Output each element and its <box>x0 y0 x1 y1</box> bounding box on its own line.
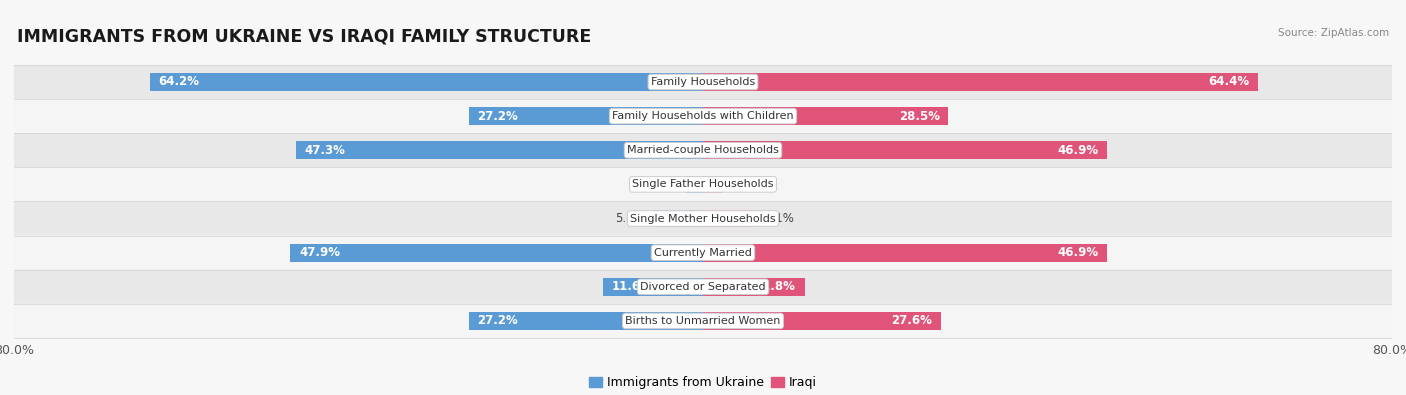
Bar <box>150 73 703 91</box>
Bar <box>703 312 941 330</box>
Text: 64.4%: 64.4% <box>1208 75 1249 88</box>
Bar <box>703 278 804 296</box>
Text: Divorced or Separated: Divorced or Separated <box>640 282 766 292</box>
Text: Source: ZipAtlas.com: Source: ZipAtlas.com <box>1278 28 1389 38</box>
FancyBboxPatch shape <box>0 235 1406 270</box>
Text: 47.9%: 47.9% <box>299 246 340 259</box>
Text: 11.6%: 11.6% <box>612 280 652 293</box>
Bar <box>703 175 721 193</box>
FancyBboxPatch shape <box>0 99 1406 133</box>
FancyBboxPatch shape <box>0 201 1406 235</box>
Bar <box>686 175 703 193</box>
Bar <box>652 210 703 228</box>
Bar <box>703 107 949 125</box>
Text: Married-couple Households: Married-couple Households <box>627 145 779 155</box>
Bar <box>703 73 1257 91</box>
Bar <box>468 107 703 125</box>
Text: Family Households: Family Households <box>651 77 755 87</box>
Bar <box>295 141 703 159</box>
Text: 2.0%: 2.0% <box>647 178 678 191</box>
Text: Births to Unmarried Women: Births to Unmarried Women <box>626 316 780 326</box>
Text: 27.6%: 27.6% <box>891 314 932 327</box>
Bar <box>291 244 703 261</box>
Text: 6.1%: 6.1% <box>763 212 794 225</box>
Bar <box>703 244 1107 261</box>
Text: Currently Married: Currently Married <box>654 248 752 258</box>
Text: 47.3%: 47.3% <box>304 144 344 157</box>
Text: 2.2%: 2.2% <box>731 178 761 191</box>
Bar <box>703 141 1107 159</box>
Bar <box>703 210 755 228</box>
Text: Family Households with Children: Family Households with Children <box>612 111 794 121</box>
FancyBboxPatch shape <box>0 167 1406 201</box>
FancyBboxPatch shape <box>0 65 1406 99</box>
Text: Single Father Households: Single Father Households <box>633 179 773 189</box>
Text: 28.5%: 28.5% <box>898 109 939 122</box>
Text: 64.2%: 64.2% <box>159 75 200 88</box>
Text: 46.9%: 46.9% <box>1057 246 1098 259</box>
FancyBboxPatch shape <box>0 304 1406 338</box>
Text: Single Mother Households: Single Mother Households <box>630 214 776 224</box>
Text: 11.8%: 11.8% <box>755 280 796 293</box>
Text: 5.8%: 5.8% <box>614 212 644 225</box>
Text: 27.2%: 27.2% <box>478 314 519 327</box>
Bar <box>603 278 703 296</box>
Legend: Immigrants from Ukraine, Iraqi: Immigrants from Ukraine, Iraqi <box>585 371 821 394</box>
FancyBboxPatch shape <box>0 133 1406 167</box>
FancyBboxPatch shape <box>0 270 1406 304</box>
Text: 46.9%: 46.9% <box>1057 144 1098 157</box>
Text: 27.2%: 27.2% <box>478 109 519 122</box>
Text: IMMIGRANTS FROM UKRAINE VS IRAQI FAMILY STRUCTURE: IMMIGRANTS FROM UKRAINE VS IRAQI FAMILY … <box>17 28 591 46</box>
Bar <box>468 312 703 330</box>
